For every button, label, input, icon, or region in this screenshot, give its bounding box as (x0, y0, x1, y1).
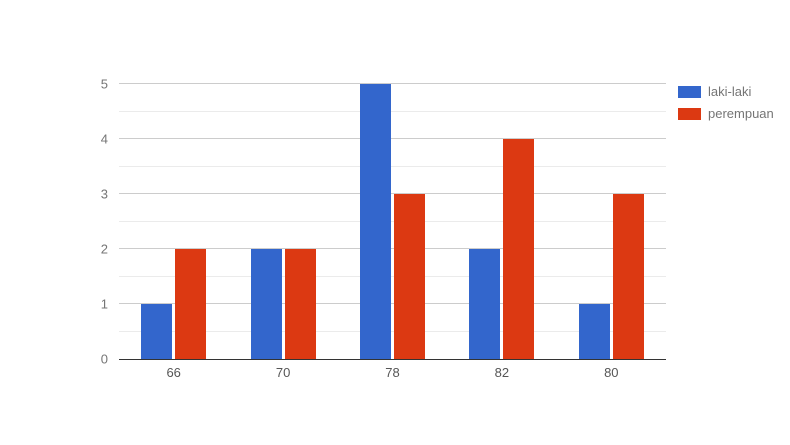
gridline-major (119, 248, 666, 249)
legend-item-perempuan: perempuan (678, 107, 774, 120)
x-tick-label: 70 (275, 365, 291, 380)
y-tick-label: 5 (100, 76, 108, 92)
plot-area (119, 83, 666, 360)
y-tick-label: 4 (100, 131, 108, 147)
gridline-minor (119, 110, 666, 112)
legend-swatch-icon (678, 85, 701, 98)
bar-perempuan-78[interactable] (394, 194, 425, 359)
gridline-major (119, 83, 666, 84)
bar-perempuan-82[interactable] (503, 139, 535, 359)
y-tick-label: 0 (100, 351, 108, 367)
y-tick-label: 1 (100, 296, 108, 312)
bar-perempuan-70[interactable] (284, 249, 316, 359)
bar-laki-laki-70[interactable] (250, 249, 282, 359)
legend-label: laki-laki (708, 84, 752, 99)
x-tick-label: 80 (604, 365, 619, 380)
gridline-minor (119, 330, 666, 332)
y-tick-label: 2 (100, 241, 108, 257)
bar-laki-laki-82[interactable] (469, 249, 501, 359)
legend: laki-laki perempuan (678, 85, 774, 129)
legend-label: perempuan (708, 106, 774, 121)
bar-laki-laki-78[interactable] (360, 84, 391, 359)
x-tick-label: 66 (166, 365, 181, 380)
y-tick-label: 3 (100, 186, 108, 202)
legend-swatch-icon (678, 107, 701, 120)
x-tick-label: 82 (494, 365, 510, 380)
gridline-major (119, 138, 666, 139)
bar-laki-laki-80[interactable] (578, 304, 610, 359)
bar-perempuan-66[interactable] (175, 249, 207, 359)
bar-perempuan-80[interactable] (612, 194, 644, 359)
x-tick-label: 78 (385, 365, 400, 380)
gridline-minor (119, 275, 666, 277)
legend-item-laki-laki: laki-laki (678, 85, 774, 98)
gridline-major (119, 303, 666, 304)
gridline-minor (119, 165, 666, 167)
gridline-minor (119, 220, 666, 222)
bar-laki-laki-66[interactable] (141, 304, 173, 359)
gridline-major (119, 193, 666, 194)
y-axis: 0 1 2 3 4 5 (0, 0, 108, 445)
